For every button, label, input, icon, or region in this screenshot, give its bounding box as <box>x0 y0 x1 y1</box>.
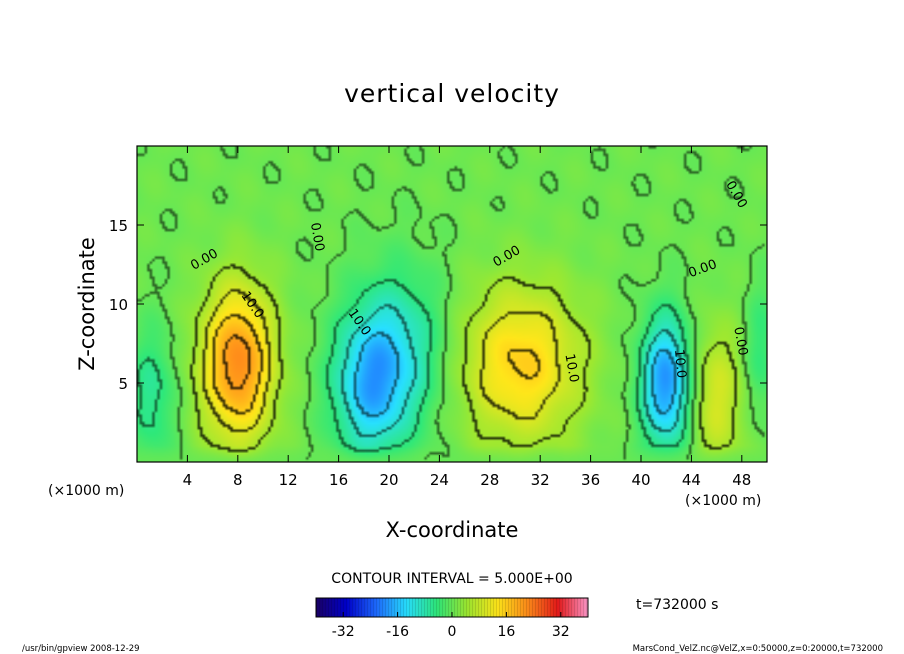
x-axis-ticks: 4 8 12 16 20 24 28 32 36 40 44 48 <box>183 146 751 489</box>
colorbar-gradient <box>316 598 588 617</box>
x-axis-unit-right: (×1000 m) <box>685 493 761 509</box>
x-tick-label: 40 <box>631 471 650 489</box>
x-tick-label: 4 <box>183 471 193 489</box>
y-tick-label: 15 <box>109 217 128 235</box>
colorbar: -32 -16 0 16 32 <box>315 597 589 640</box>
footer-right: MarsCond_VelZ.nc@VelZ,x=0:50000,z=0:2000… <box>633 644 883 654</box>
x-tick-label: 20 <box>379 471 398 489</box>
contour-interval-text: CONTOUR INTERVAL = 5.000E+00 <box>331 571 572 587</box>
x-tick-label: 44 <box>682 471 701 489</box>
footer-left: /usr/bin/gpview 2008-12-29 <box>22 644 140 654</box>
x-tick-label: 28 <box>480 471 499 489</box>
x-axis-label: X-coordinate <box>386 518 519 542</box>
x-tick-label: 8 <box>233 471 243 489</box>
colorbar-tick-label: 16 <box>497 624 515 640</box>
chart-title: vertical velocity <box>344 79 560 108</box>
y-axis-ticks: 5 10 15 <box>109 217 767 393</box>
colorbar-tick-label: 0 <box>448 624 457 640</box>
contour-label: 10.0 <box>561 353 581 384</box>
contour-label: 10.0 <box>671 349 688 379</box>
x-tick-label: 24 <box>430 471 449 489</box>
time-label: t=732000 s <box>636 597 718 613</box>
x-tick-label: 36 <box>581 471 600 489</box>
colorbar-ticks: -32 -16 0 16 32 <box>332 612 570 640</box>
x-tick-label: 16 <box>329 471 348 489</box>
contour-label: 0.00 <box>307 221 327 252</box>
colorbar-tick-label: 32 <box>552 624 570 640</box>
y-tick-label: 10 <box>109 296 128 314</box>
x-tick-label: 12 <box>279 471 298 489</box>
x-tick-label: 32 <box>531 471 550 489</box>
x-tick-label: 48 <box>732 471 751 489</box>
colorbar-tick-label: -16 <box>386 624 409 640</box>
x-axis-unit-left: (×1000 m) <box>48 483 124 499</box>
colorbar-tick-label: -32 <box>332 624 355 640</box>
y-axis-label: Z-coordinate <box>75 237 99 371</box>
y-tick-label: 5 <box>118 375 128 393</box>
heatmap-field <box>137 146 767 462</box>
contour-label: 0.00 <box>730 326 750 357</box>
